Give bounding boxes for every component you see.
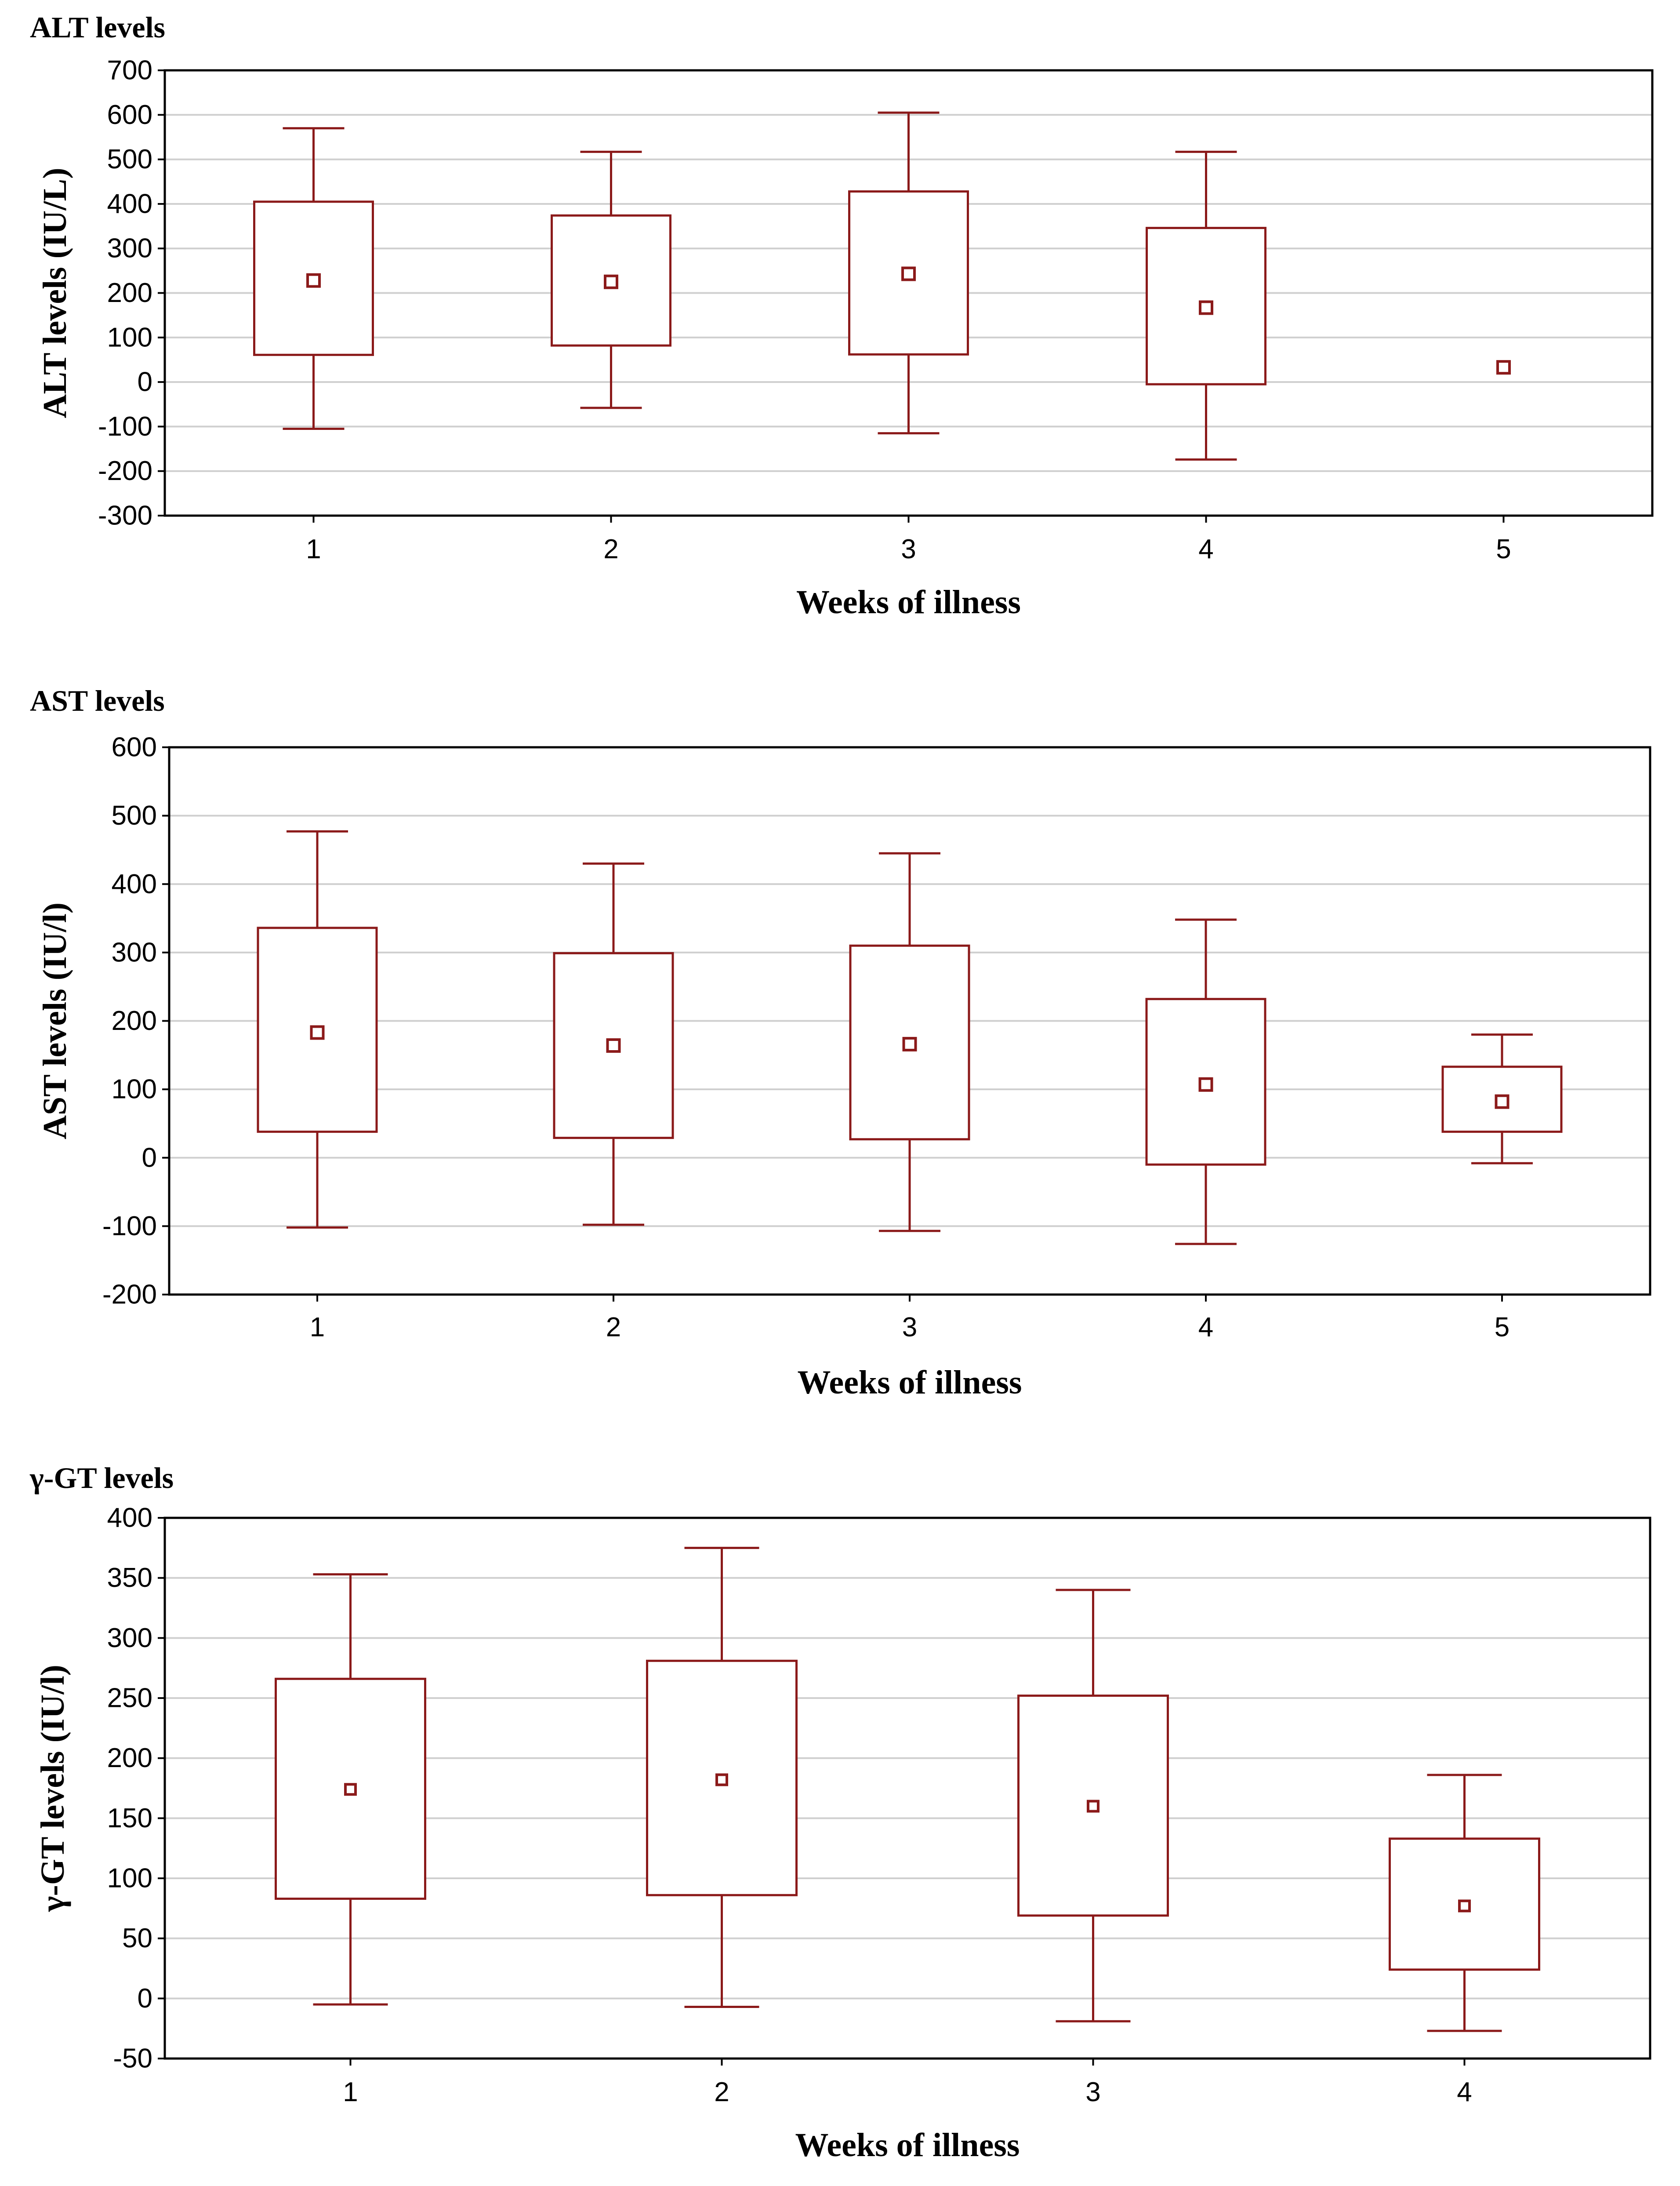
mean-marker bbox=[902, 1037, 917, 1051]
y-tick-label: 300 bbox=[107, 233, 152, 264]
y-tick-label: 300 bbox=[107, 1623, 152, 1653]
y-tick-label: 400 bbox=[107, 189, 152, 219]
y-tick-label: 500 bbox=[112, 800, 157, 831]
chart-title: γ-GT levels bbox=[29, 1461, 174, 1495]
plot-frame bbox=[163, 1517, 1651, 2060]
chart-title: ALT levels bbox=[30, 11, 165, 44]
y-tick-label: 100 bbox=[107, 1863, 152, 1894]
alt-levels-chart: ALT levels 700 600 500 400 300 200 100 0 -100 -200… bbox=[30, 11, 1654, 621]
x-tick-label: 1 bbox=[306, 534, 321, 564]
mean-marker bbox=[606, 1038, 621, 1053]
box bbox=[253, 200, 374, 356]
chart-title: AST levels bbox=[30, 684, 165, 717]
y-tick-label: -50 bbox=[113, 2044, 152, 2074]
plot-frame bbox=[163, 69, 1654, 517]
x-tick-label: 3 bbox=[1085, 2077, 1100, 2107]
ast-levels-chart: AST levels 600 500 400 300 200 100 0 -100 -200 1 2 3… bbox=[30, 684, 1651, 1401]
mean-marker bbox=[1458, 1899, 1471, 1913]
mean-marker bbox=[604, 274, 618, 289]
x-tick-label: 5 bbox=[1496, 534, 1511, 564]
mean-marker bbox=[1199, 300, 1213, 315]
y-tick-label: 350 bbox=[107, 1563, 152, 1593]
y-axis-title: AST levels (IU/l) bbox=[36, 902, 73, 1139]
box bbox=[1441, 1066, 1563, 1133]
y-tick-label: 200 bbox=[107, 278, 152, 308]
y-tick-label: 700 bbox=[107, 55, 152, 86]
x-axis-title: Weeks of illness bbox=[795, 2127, 1020, 2164]
x-tick-label: 2 bbox=[603, 534, 618, 564]
x-tick-label: 1 bbox=[343, 2077, 358, 2107]
x-tick-label: 4 bbox=[1198, 534, 1213, 564]
y-tick-label: 200 bbox=[107, 1743, 152, 1773]
mean-marker bbox=[344, 1783, 357, 1796]
y-tick-label: -100 bbox=[102, 1211, 157, 1241]
mean-marker bbox=[1087, 1800, 1099, 1813]
x-axis-title: Weeks of illness bbox=[798, 1364, 1022, 1401]
y-tick-label: -300 bbox=[98, 501, 152, 531]
mean-marker bbox=[1198, 1077, 1213, 1092]
y-tick-label: -100 bbox=[98, 411, 152, 442]
x-axis-title: Weeks of illness bbox=[796, 584, 1021, 621]
y-tick-label: 0 bbox=[142, 1142, 157, 1173]
y-tick-label: -200 bbox=[98, 456, 152, 486]
ggt-levels-chart: γ-GT levels 400 350 300 250 200 150 100 50 0 -50 1 2… bbox=[29, 1461, 1651, 2164]
y-tick-label: -200 bbox=[102, 1280, 157, 1310]
mean-marker bbox=[1496, 360, 1511, 375]
y-tick-label: 600 bbox=[112, 732, 157, 763]
x-tick-label: 3 bbox=[902, 1312, 917, 1342]
y-tick-label: 400 bbox=[107, 1503, 152, 1533]
y-tick-label: 600 bbox=[107, 100, 152, 130]
y-tick-label: 500 bbox=[107, 144, 152, 175]
y-tick-label: 150 bbox=[107, 1803, 152, 1833]
mean-marker bbox=[1495, 1094, 1509, 1109]
y-axis-title: ALT levels (IU/L) bbox=[36, 167, 73, 418]
x-tick-label: 2 bbox=[714, 2077, 729, 2107]
y-tick-label: 0 bbox=[138, 367, 152, 397]
y-tick-label: 250 bbox=[107, 1683, 152, 1713]
mean-marker bbox=[310, 1025, 325, 1040]
x-tick-label: 4 bbox=[1198, 1312, 1213, 1342]
x-tick-label: 3 bbox=[901, 534, 916, 564]
y-tick-label: 0 bbox=[138, 1983, 152, 2014]
y-tick-label: 200 bbox=[112, 1006, 157, 1036]
mean-marker bbox=[901, 266, 916, 281]
y-tick-label: 100 bbox=[112, 1074, 157, 1105]
y-axis-title: γ-GT levels (IU/l) bbox=[34, 1665, 71, 1912]
x-tick-label: 2 bbox=[606, 1312, 621, 1342]
x-tick-label: 1 bbox=[310, 1312, 325, 1342]
mean-marker bbox=[715, 1773, 728, 1786]
y-tick-label: 100 bbox=[107, 322, 152, 353]
mean-marker bbox=[306, 273, 321, 288]
y-tick-label: 300 bbox=[112, 937, 157, 968]
y-tick-label: 400 bbox=[112, 869, 157, 899]
y-tick-label: 50 bbox=[122, 1923, 152, 1953]
x-tick-label: 5 bbox=[1495, 1312, 1509, 1342]
x-tick-label: 4 bbox=[1457, 2077, 1472, 2107]
plot-frame bbox=[168, 746, 1651, 1296]
